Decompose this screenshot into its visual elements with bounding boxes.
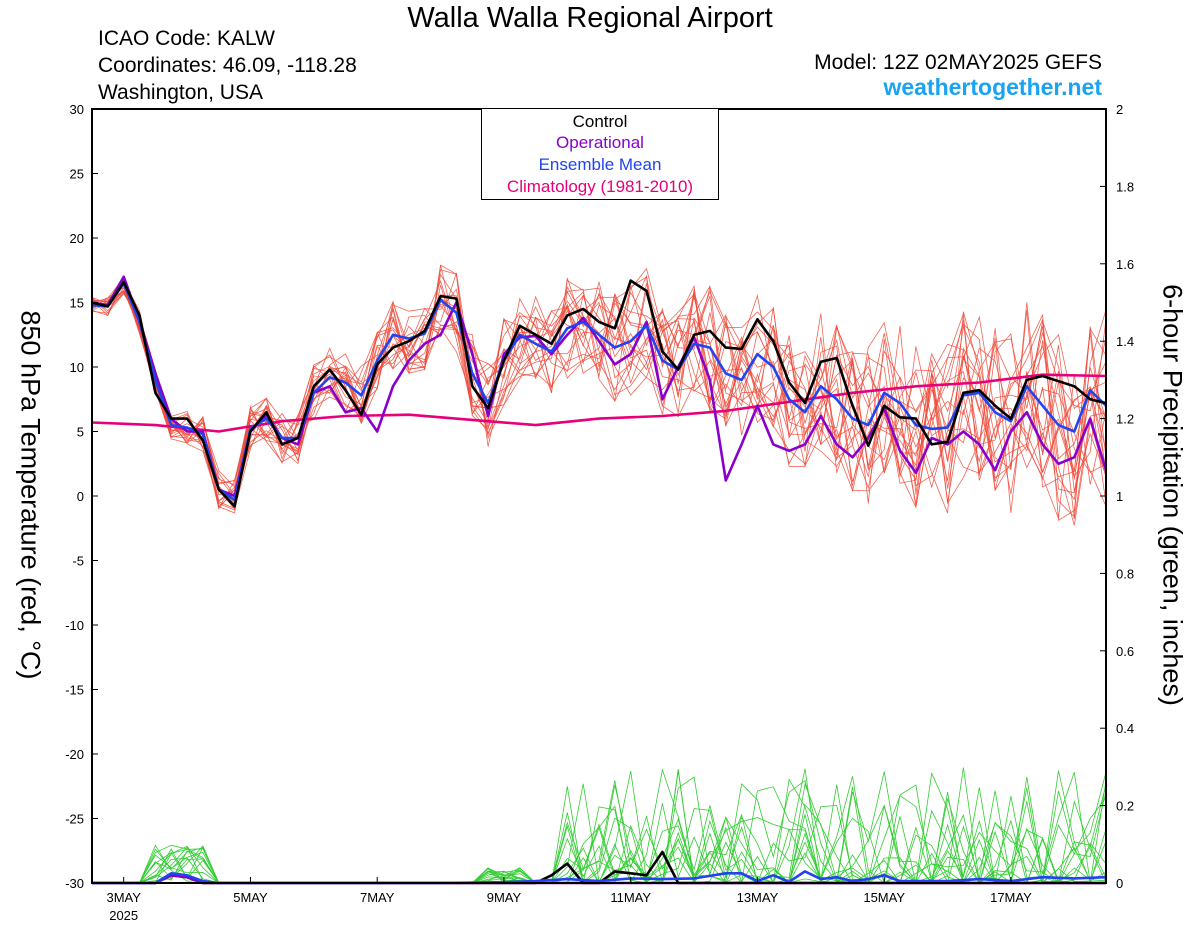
ensemble-member-temp-line [91, 290, 1107, 488]
y-tick-label-left: -10 [65, 618, 84, 633]
ensemble-mean-temp-line [91, 281, 1107, 502]
y-tick-label-left: 0 [77, 489, 84, 504]
y-tick-label-right: 1.4 [1116, 334, 1134, 349]
right-axis: 2 1.8 1.6 1.4 1.2 1 0.8 0.6 0.4 0.2 0 [1100, 102, 1134, 891]
y-tick-label-right: 0.4 [1116, 721, 1134, 736]
ensemble-mean-precip-line [92, 870, 1107, 885]
main-lines-group [91, 275, 1108, 885]
y-tick-label-right: 1.8 [1116, 179, 1134, 194]
chart-title: Walla Walla Regional Airport [407, 2, 773, 34]
legend-control: Control [572, 112, 628, 131]
x-axis: 3MAY 5MAY 7MAY 9MAY 11MAY 13MAY 15MAY 17MAY 2025 [106, 877, 1032, 923]
y-tick-label-right: 0.8 [1116, 566, 1134, 581]
y-tick-label-left: 15 [70, 296, 84, 311]
y-tick-label-left: 10 [70, 360, 84, 375]
ensemble-member-temp-line [91, 276, 1107, 505]
ensemble-member-temp-line [91, 283, 1107, 511]
y-tick-label-left: -20 [65, 747, 84, 762]
ensemble-member-temp-line [91, 275, 1107, 519]
y-tick-label-right: 0.2 [1116, 799, 1134, 814]
site-link[interactable]: weathertogether.net [883, 74, 1102, 100]
y-tick-label-left: -25 [65, 812, 84, 827]
ensemble-member-precip-line [92, 768, 1107, 885]
legend: Control Operational Ensemble Mean Climat… [481, 108, 719, 200]
y-axis-label-right: 6-hour Precipitation (green, inches) [1157, 284, 1188, 706]
ensemble-members-group [91, 264, 1107, 885]
region: Washington, USA [98, 81, 263, 104]
y-tick-label-right: 1 [1116, 489, 1123, 504]
control-temp-line [91, 279, 1107, 508]
x-tick-label: 9MAY [487, 890, 522, 905]
ensemble-member-temp-line [91, 279, 1107, 520]
ensemble-member-temp-line [91, 278, 1107, 521]
y-tick-label-left: -5 [72, 554, 84, 569]
x-tick-label: 13MAY [737, 890, 779, 905]
y-tick-label-right: 1.2 [1116, 412, 1134, 427]
y-tick-label-left: 20 [70, 231, 84, 246]
y-tick-label-left: 5 [77, 425, 84, 440]
icao-code: ICAO Code: KALW [98, 27, 276, 50]
ensemble-member-temp-line [91, 292, 1107, 509]
climatology-1981-2010-temp-line [91, 373, 1107, 433]
model-run: Model: 12Z 02MAY2025 GEFS [814, 51, 1102, 74]
y-tick-label-right: 0 [1116, 876, 1123, 891]
legend-ensemble-mean: Ensemble Mean [538, 155, 662, 174]
ensemble-member-temp-line [91, 279, 1107, 514]
x-year-label: 2025 [109, 908, 138, 923]
ensemble-member-temp-line [91, 264, 1107, 505]
y-tick-label-left: 30 [70, 102, 84, 117]
x-tick-label: 17MAY [990, 890, 1032, 905]
y-axis-label-left: 850 hPa Temperature (red, °C) [15, 310, 46, 680]
left-axis: 30 25 20 15 10 5 0 -5 -10 -15 -20 -25 -30 [65, 102, 98, 891]
x-tick-label: 7MAY [360, 890, 395, 905]
ensemble-member-temp-line [91, 276, 1107, 510]
y-tick-label-left: 25 [70, 167, 84, 182]
y-tick-label-right: 1.6 [1116, 257, 1134, 272]
plot-frame [91, 108, 1107, 884]
ensemble-member-precip-line [92, 768, 1107, 884]
x-tick-label: 15MAY [863, 890, 905, 905]
x-tick-label: 3MAY [106, 890, 141, 905]
y-tick-label-right: 0.6 [1116, 644, 1134, 659]
legend-operational: Operational [556, 133, 644, 152]
coordinates: Coordinates: 46.09, -118.28 [98, 54, 357, 77]
ensemble-member-temp-line [91, 274, 1107, 507]
y-tick-label-left: -30 [65, 876, 84, 891]
y-tick-label-right: 2 [1116, 102, 1123, 117]
x-tick-label: 5MAY [233, 890, 268, 905]
legend-climatology: Climatology (1981-2010) [506, 177, 694, 196]
y-tick-label-left: -15 [65, 683, 84, 698]
ensemble-member-temp-line [91, 272, 1107, 514]
x-tick-label: 11MAY [610, 890, 651, 905]
